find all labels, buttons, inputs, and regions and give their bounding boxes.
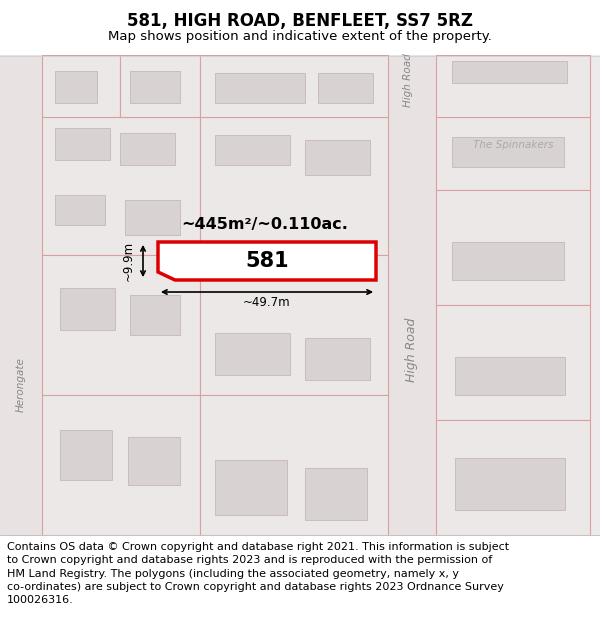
- Bar: [120, 133, 175, 165]
- Polygon shape: [42, 117, 200, 255]
- Polygon shape: [42, 255, 200, 395]
- Bar: [455, 357, 565, 395]
- Bar: [388, 55, 436, 535]
- Bar: [318, 73, 373, 103]
- Polygon shape: [200, 255, 388, 395]
- Text: Contains OS data © Crown copyright and database right 2021. This information is : Contains OS data © Crown copyright and d…: [7, 542, 509, 605]
- Bar: [55, 71, 97, 103]
- Bar: [215, 460, 287, 515]
- Text: ~9.9m: ~9.9m: [121, 241, 134, 281]
- Polygon shape: [200, 117, 388, 255]
- Bar: [452, 137, 564, 167]
- Bar: [215, 333, 290, 375]
- Text: Herongate: Herongate: [16, 357, 26, 412]
- Bar: [305, 140, 370, 175]
- Bar: [215, 73, 305, 103]
- Bar: [60, 430, 112, 480]
- Bar: [0, 55, 600, 117]
- Text: 581: 581: [245, 251, 289, 271]
- Polygon shape: [436, 305, 590, 420]
- Bar: [55, 195, 105, 225]
- Text: 581, HIGH ROAD, BENFLEET, SS7 5RZ: 581, HIGH ROAD, BENFLEET, SS7 5RZ: [127, 12, 473, 30]
- Polygon shape: [436, 420, 590, 535]
- Text: The Spinnakers: The Spinnakers: [473, 140, 553, 150]
- Text: High Road: High Road: [406, 318, 419, 382]
- Polygon shape: [42, 55, 120, 117]
- Polygon shape: [436, 190, 590, 305]
- Polygon shape: [158, 242, 376, 280]
- Bar: [0, 55, 42, 535]
- Text: ~49.7m: ~49.7m: [243, 296, 291, 309]
- Polygon shape: [200, 55, 388, 117]
- Polygon shape: [42, 395, 200, 535]
- Bar: [455, 458, 565, 510]
- Bar: [436, 55, 600, 535]
- Bar: [452, 242, 564, 280]
- Text: ~445m²/~0.110ac.: ~445m²/~0.110ac.: [182, 217, 349, 232]
- Polygon shape: [120, 55, 200, 117]
- Bar: [215, 135, 290, 165]
- Bar: [305, 338, 370, 380]
- Bar: [305, 468, 367, 520]
- Bar: [55, 128, 110, 160]
- Bar: [130, 71, 180, 103]
- Bar: [60, 288, 115, 330]
- Polygon shape: [200, 395, 388, 535]
- Polygon shape: [436, 117, 590, 190]
- Bar: [452, 61, 567, 83]
- Polygon shape: [436, 55, 590, 117]
- Bar: [128, 437, 180, 485]
- Text: Map shows position and indicative extent of the property.: Map shows position and indicative extent…: [108, 30, 492, 43]
- Bar: [125, 200, 180, 235]
- Bar: [130, 295, 180, 335]
- Text: High Road: High Road: [403, 53, 413, 107]
